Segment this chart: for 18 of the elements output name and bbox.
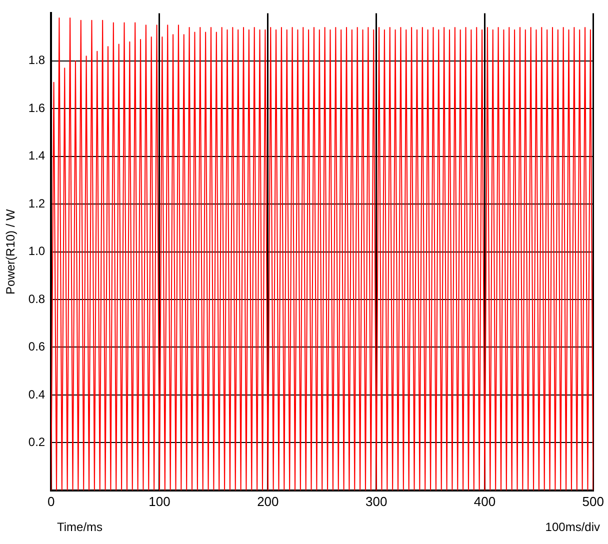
y-tick-label: 1.6 [28,100,46,115]
x-tick-label: 300 [365,494,388,509]
y-tick-label: 1.2 [28,196,46,210]
text: 100ms/div [545,520,600,534]
y-tick-label: 0.2 [28,434,46,449]
y-tick-label: 0.6 [28,340,46,354]
y-tick-label: 1.8 [28,53,46,68]
y-tick-label: 1.0 [28,244,46,258]
y-tick-label: 0.8 [28,292,46,306]
x-tick-label: 400 [474,494,496,509]
y-axis-title: Power(R10) / W [4,208,18,294]
y-tick-label: 0.4 [28,387,46,402]
y-tick-label: 1.4 [28,148,46,163]
x-axis-title: Time/ms [57,520,103,534]
x-tick-label: 0 [47,494,55,509]
x-tick-label: 500 [582,494,604,509]
x-tick-label: 200 [257,494,279,509]
x-tick-label: 100 [148,494,170,509]
